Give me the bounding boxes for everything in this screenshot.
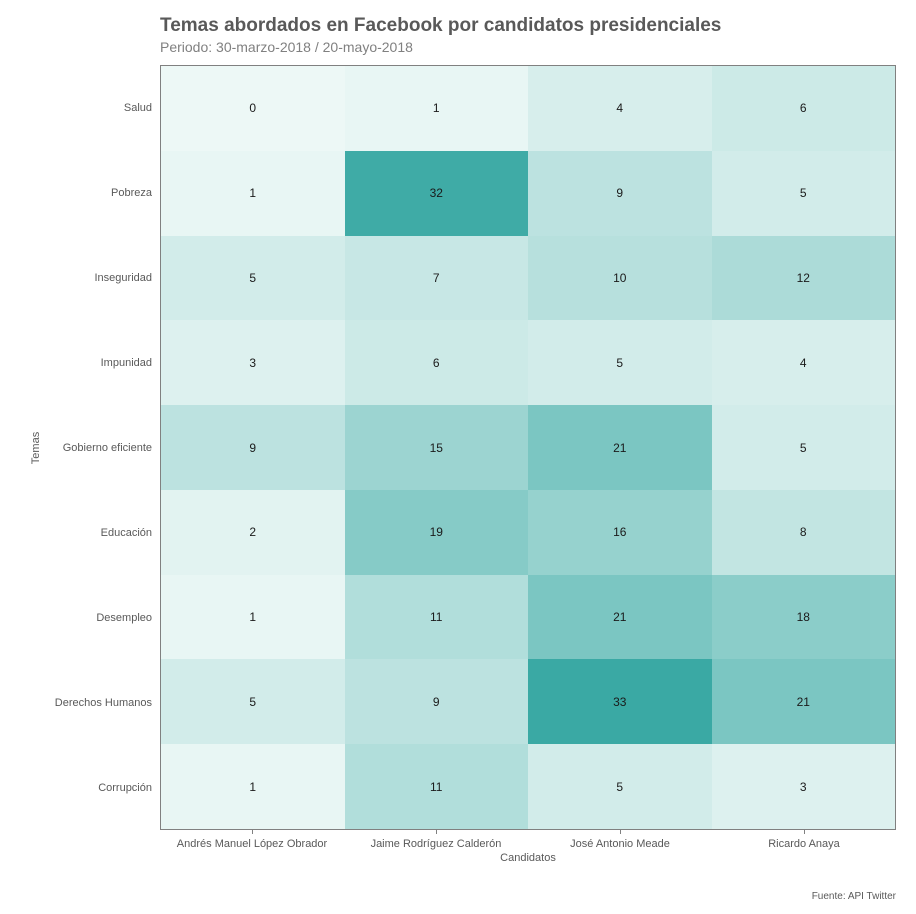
heatmap-cell: 21: [528, 405, 712, 490]
heatmap-cell: 33: [528, 659, 712, 744]
x-tick: Andrés Manuel López Obrador: [160, 830, 344, 850]
heatmap-cell: 6: [345, 320, 529, 405]
heatmap-cell: 7: [345, 236, 529, 321]
heatmap-cell: 21: [528, 575, 712, 660]
y-tick: Educación: [40, 490, 160, 575]
heatmap-cell: 0: [161, 66, 345, 151]
heatmap-cell: 5: [161, 659, 345, 744]
x-tick: José Antonio Meade: [528, 830, 712, 850]
heatmap-row: 571012: [161, 236, 895, 321]
heatmap-cell: 6: [712, 66, 896, 151]
x-tick: Jaime Rodríguez Calderón: [344, 830, 528, 850]
heatmap-row: 0146: [161, 66, 895, 151]
heatmap-cell: 5: [528, 320, 712, 405]
chart-subtitle: Periodo: 30-marzo-2018 / 20-mayo-2018: [160, 39, 896, 55]
heatmap-cell: 21: [712, 659, 896, 744]
heatmap-row: 915215: [161, 405, 895, 490]
heatmap-cell: 16: [528, 490, 712, 575]
heatmap-cell: 5: [712, 405, 896, 490]
heatmap-row: 3654: [161, 320, 895, 405]
heatmap-cell: 11: [345, 575, 529, 660]
heatmap-cell: 5: [528, 744, 712, 829]
chart-title: Temas abordados en Facebook por candidat…: [160, 15, 896, 37]
heatmap-cell: 18: [712, 575, 896, 660]
heatmap-cell: 3: [712, 744, 896, 829]
y-tick: Corrupción: [40, 745, 160, 830]
y-tick: Salud: [40, 65, 160, 150]
y-tick: Gobierno eficiente: [40, 405, 160, 490]
heatmap-cell: 1: [161, 744, 345, 829]
y-axis-label-wrap: Temas: [20, 65, 40, 830]
heatmap-cell: 32: [345, 151, 529, 236]
heatmap-cell: 9: [345, 659, 529, 744]
heatmap-cell: 19: [345, 490, 529, 575]
heatmap-cell: 2: [161, 490, 345, 575]
heatmap-cell: 9: [528, 151, 712, 236]
heatmap-cell: 4: [528, 66, 712, 151]
heatmap-row: 593321: [161, 659, 895, 744]
heatmap-grid: 0146132955710123654915215219168111211859…: [160, 65, 896, 830]
x-axis-label: Candidatos: [160, 852, 896, 864]
y-tick: Impunidad: [40, 320, 160, 405]
heatmap-cell: 1: [161, 151, 345, 236]
y-tick: Pobreza: [40, 150, 160, 235]
heatmap-row: 1112118: [161, 575, 895, 660]
x-axis-ticks: Andrés Manuel López ObradorJaime Rodrígu…: [160, 830, 896, 850]
heatmap-cell: 5: [161, 236, 345, 321]
heatmap-cell: 9: [161, 405, 345, 490]
heatmap-cell: 3: [161, 320, 345, 405]
x-tick: Ricardo Anaya: [712, 830, 896, 850]
heatmap-cell: 11: [345, 744, 529, 829]
heatmap-row: 13295: [161, 151, 895, 236]
chart-footer: Fuente: API Twitter: [812, 891, 896, 902]
heatmap-cell: 1: [161, 575, 345, 660]
heatmap-cell: 5: [712, 151, 896, 236]
heatmap-cell: 8: [712, 490, 896, 575]
heatmap-cell: 1: [345, 66, 529, 151]
y-tick: Desempleo: [40, 575, 160, 660]
heatmap-cell: 15: [345, 405, 529, 490]
heatmap-cell: 12: [712, 236, 896, 321]
y-tick: Derechos Humanos: [40, 660, 160, 745]
y-tick: Inseguridad: [40, 235, 160, 320]
heatmap-cell: 10: [528, 236, 712, 321]
y-axis-ticks: SaludPobrezaInseguridadImpunidadGobierno…: [40, 65, 160, 830]
heatmap-row: 11153: [161, 744, 895, 829]
chart-body: Temas SaludPobrezaInseguridadImpunidadGo…: [20, 65, 896, 830]
heatmap-row: 219168: [161, 490, 895, 575]
chart-container: Temas abordados en Facebook por candidat…: [0, 0, 916, 914]
heatmap-cell: 4: [712, 320, 896, 405]
